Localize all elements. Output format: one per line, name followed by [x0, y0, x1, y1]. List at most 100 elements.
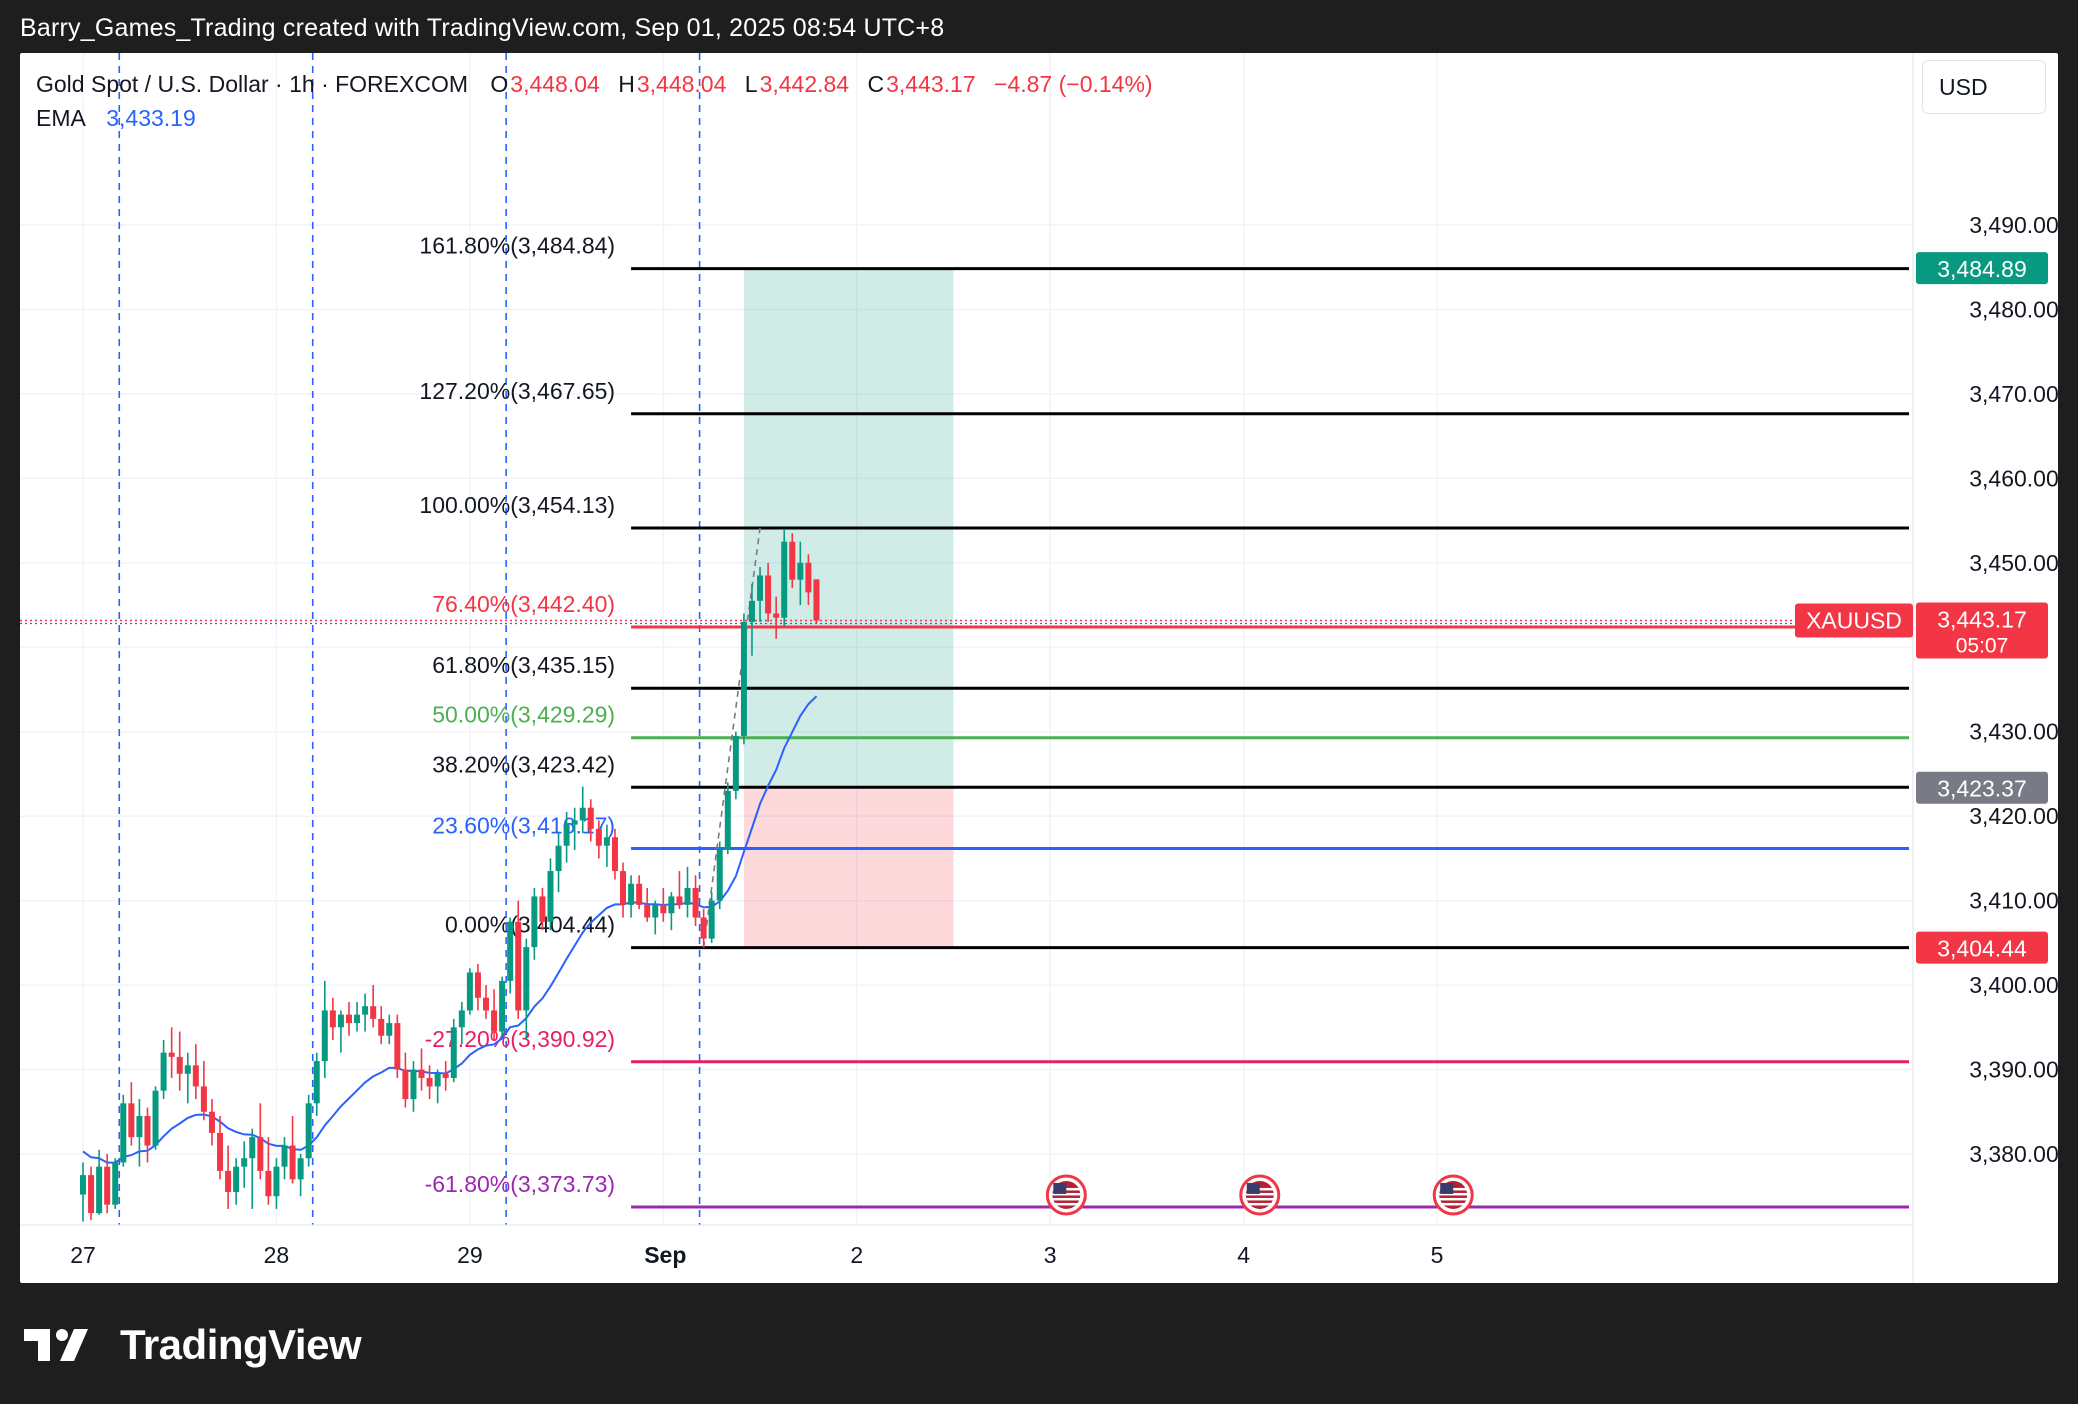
candle	[184, 1052, 191, 1104]
candle-body	[700, 917, 707, 939]
candle	[668, 892, 675, 931]
candle-body	[450, 1027, 457, 1078]
candle-body	[620, 871, 627, 905]
candle	[781, 529, 788, 627]
candle	[547, 858, 554, 931]
candle-body	[547, 871, 554, 922]
candle-body	[241, 1158, 248, 1167]
legend-low-value: 3,442.84	[759, 71, 850, 97]
candle	[426, 1065, 433, 1100]
candle-body	[499, 980, 506, 1032]
y-axis-tick-label: 3,490.00	[1969, 212, 2058, 238]
y-axis-tick-label: 3,480.00	[1969, 296, 2058, 322]
candle	[789, 533, 796, 589]
candle	[450, 1018, 457, 1083]
candle-body	[716, 849, 723, 901]
tradingview-logo-icon	[24, 1329, 88, 1361]
candle	[611, 828, 618, 880]
bar-countdown: 05:07	[1956, 635, 2009, 658]
candle	[684, 866, 691, 918]
candle	[628, 875, 635, 918]
fib-label: 127.20%(3,467.65)	[419, 378, 615, 404]
y-axis-tick-label: 3,400.00	[1969, 972, 2058, 998]
candle	[418, 1048, 425, 1091]
candle	[442, 1061, 449, 1091]
brand-name: TradingView	[120, 1321, 362, 1368]
currency-button[interactable]: USD	[1922, 60, 2046, 114]
candle	[321, 980, 328, 1078]
candle-body	[765, 575, 772, 614]
candle-body	[394, 1023, 401, 1070]
candle-body	[337, 1014, 344, 1028]
candle-body	[88, 1175, 95, 1214]
candle-body	[321, 1010, 328, 1062]
chart-panel[interactable]: 161.80%(3,484.84) 127.20%(3,467.65) 100.00…	[20, 53, 2058, 1283]
candle	[708, 892, 715, 943]
price-tag-entry: 3,423.37	[1916, 771, 2048, 804]
candle-body	[313, 1061, 320, 1104]
candle	[128, 1082, 135, 1146]
candle	[692, 875, 699, 926]
candle-body	[112, 1162, 119, 1205]
fib-label: 61.80%(3,435.15)	[432, 652, 615, 678]
candle	[394, 1014, 401, 1078]
economic-event-flag-icon	[1239, 1174, 1281, 1216]
chart-canvas[interactable]: 161.80%(3,484.84) 127.20%(3,467.65) 100.00…	[20, 53, 2058, 1283]
position-stop-zone	[743, 787, 954, 948]
candle-body	[96, 1166, 103, 1214]
x-axis-tick-label: 5	[1431, 1242, 1444, 1268]
candle-body	[724, 790, 731, 850]
price-tag-label: 3,423.37	[1937, 776, 2027, 802]
candle-body	[289, 1145, 296, 1180]
y-axis-tick-label: 3,460.00	[1969, 465, 2058, 491]
candle	[499, 976, 506, 1036]
candle-body	[579, 807, 586, 821]
candle	[474, 963, 481, 1011]
economic-event-flag-icon	[1432, 1174, 1474, 1216]
candle-body	[217, 1132, 224, 1171]
fib-trendline	[702, 527, 761, 948]
candle-body	[740, 621, 747, 736]
candle-body	[813, 579, 820, 621]
candle-body	[474, 972, 481, 998]
candle-body	[466, 972, 473, 1011]
candle-body	[555, 845, 562, 872]
y-axis-tick-label: 3,420.00	[1969, 803, 2058, 829]
candle	[257, 1103, 264, 1180]
candle-body	[136, 1115, 143, 1138]
candle	[732, 731, 739, 800]
candle	[483, 985, 489, 1019]
candle	[531, 887, 538, 960]
candle	[620, 862, 627, 918]
candle	[370, 985, 377, 1028]
legend-open-label: O	[490, 71, 509, 97]
price-tag-target: 3,484.89	[1916, 252, 2048, 285]
candle	[813, 579, 820, 624]
legend-ema-value: 3,433.19	[106, 105, 196, 131]
x-axis-tick-label: Sep	[644, 1242, 686, 1268]
candle	[595, 820, 602, 859]
symbol-tag: XAUUSD	[1795, 603, 1913, 638]
candle-body	[160, 1052, 167, 1091]
candle	[362, 993, 369, 1032]
brand-footer[interactable]: TradingView	[22, 1320, 362, 1370]
candle-body	[708, 900, 715, 939]
candle-body	[152, 1090, 159, 1146]
legend-ema[interactable]: EMA 3,433.19	[36, 105, 198, 132]
candle-body	[732, 735, 739, 791]
candle	[241, 1141, 248, 1188]
candle	[345, 1001, 352, 1036]
candle-body	[104, 1166, 111, 1205]
candle-body	[144, 1115, 151, 1146]
candle-body	[305, 1103, 312, 1159]
candle-body	[184, 1065, 191, 1074]
candle-body	[249, 1137, 256, 1159]
candle	[386, 1014, 393, 1045]
candle-body	[668, 896, 675, 914]
candle	[378, 1006, 385, 1045]
legend-close-value: 3,443.17	[886, 71, 976, 97]
fib-label: 161.80%(3,484.84)	[419, 233, 615, 259]
candle	[120, 1094, 127, 1167]
candle-body	[297, 1158, 304, 1180]
fib-label: 100.00%(3,454.13)	[419, 492, 615, 518]
